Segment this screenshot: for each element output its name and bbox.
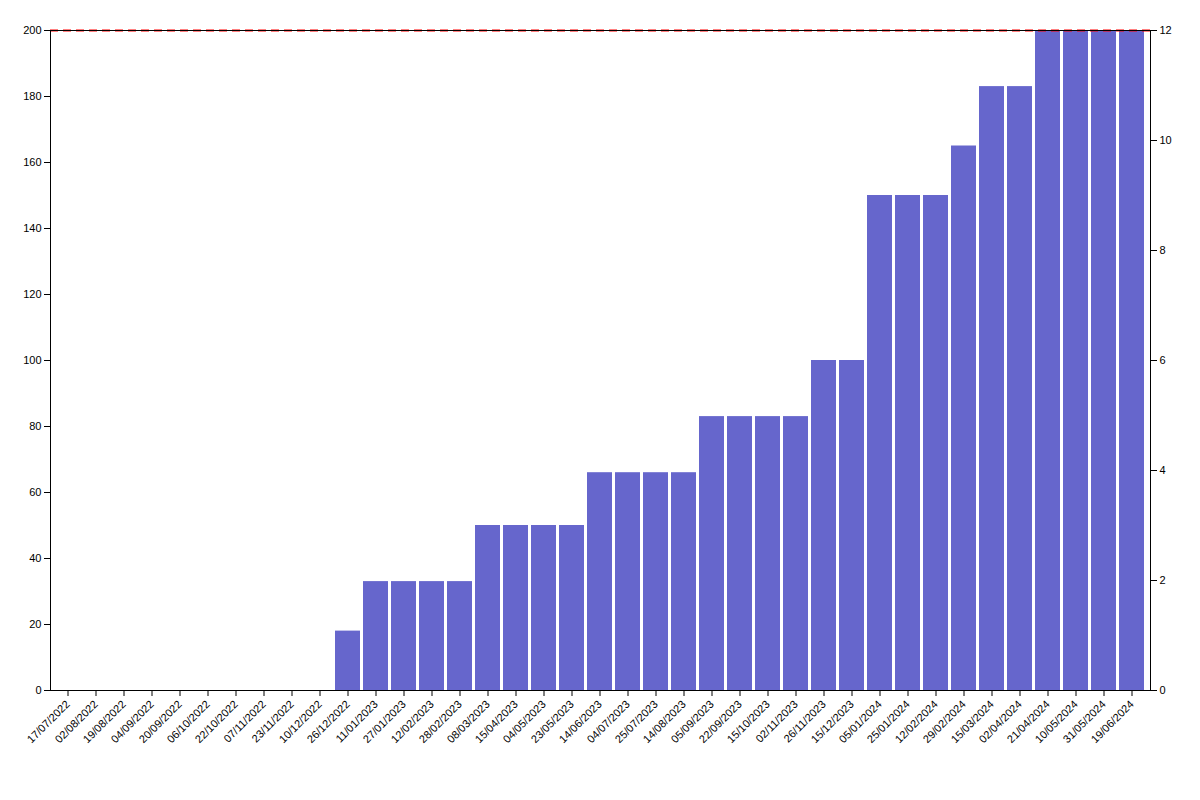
svg-text:29/02/2024: 29/02/2024 bbox=[920, 697, 968, 746]
svg-text:10: 10 bbox=[1160, 134, 1172, 146]
svg-text:15/04/2023: 15/04/2023 bbox=[472, 697, 520, 746]
svg-text:22/10/2022: 22/10/2022 bbox=[192, 697, 240, 746]
svg-text:12: 12 bbox=[1160, 24, 1172, 36]
svg-text:06/10/2022: 06/10/2022 bbox=[164, 697, 212, 746]
svg-text:20/09/2022: 20/09/2022 bbox=[136, 697, 184, 746]
svg-text:11/01/2023: 11/01/2023 bbox=[333, 697, 380, 745]
svg-text:10/12/2022: 10/12/2022 bbox=[276, 697, 324, 746]
svg-text:02/11/2023: 02/11/2023 bbox=[753, 697, 800, 745]
svg-text:25/01/2024: 25/01/2024 bbox=[864, 697, 912, 746]
svg-text:26/12/2022: 26/12/2022 bbox=[304, 697, 352, 746]
svg-text:100: 100 bbox=[23, 354, 41, 366]
svg-text:6: 6 bbox=[1160, 354, 1166, 366]
svg-text:02/08/2022: 02/08/2022 bbox=[52, 697, 100, 746]
svg-text:17/07/2022: 17/07/2022 bbox=[24, 697, 72, 746]
svg-text:05/09/2023: 05/09/2023 bbox=[668, 697, 716, 746]
svg-text:140: 140 bbox=[23, 222, 41, 234]
svg-text:23/05/2023: 23/05/2023 bbox=[528, 697, 576, 746]
svg-text:23/11/2022: 23/11/2022 bbox=[249, 697, 296, 745]
svg-text:26/11/2023: 26/11/2023 bbox=[781, 697, 828, 745]
svg-text:19/08/2022: 19/08/2022 bbox=[80, 697, 128, 746]
svg-text:14/06/2023: 14/06/2023 bbox=[556, 697, 604, 746]
svg-text:15/10/2023: 15/10/2023 bbox=[724, 697, 772, 746]
svg-text:02/04/2024: 02/04/2024 bbox=[976, 697, 1024, 746]
svg-text:40: 40 bbox=[29, 552, 41, 564]
svg-text:21/04/2024: 21/04/2024 bbox=[1004, 697, 1052, 746]
svg-text:04/05/2023: 04/05/2023 bbox=[500, 697, 548, 746]
svg-text:31/05/2024: 31/05/2024 bbox=[1060, 697, 1108, 746]
svg-text:05/01/2024: 05/01/2024 bbox=[836, 697, 884, 746]
svg-text:15/12/2023: 15/12/2023 bbox=[808, 697, 856, 746]
svg-text:14/08/2023: 14/08/2023 bbox=[640, 697, 688, 746]
svg-text:22/09/2023: 22/09/2023 bbox=[696, 697, 744, 746]
svg-text:15/03/2024: 15/03/2024 bbox=[948, 697, 996, 746]
svg-text:25/07/2023: 25/07/2023 bbox=[612, 697, 660, 746]
svg-text:10/05/2024: 10/05/2024 bbox=[1032, 697, 1080, 746]
svg-text:180: 180 bbox=[23, 90, 41, 102]
svg-text:0: 0 bbox=[1160, 684, 1166, 696]
svg-text:07/11/2022: 07/11/2022 bbox=[221, 697, 268, 745]
svg-text:04/09/2022: 04/09/2022 bbox=[108, 697, 156, 746]
svg-text:20: 20 bbox=[29, 618, 41, 630]
svg-text:4: 4 bbox=[1160, 464, 1166, 476]
svg-text:08/03/2023: 08/03/2023 bbox=[444, 697, 492, 746]
svg-text:8: 8 bbox=[1160, 244, 1166, 256]
svg-text:0: 0 bbox=[35, 684, 41, 696]
svg-text:12/02/2024: 12/02/2024 bbox=[892, 697, 940, 746]
svg-text:200: 200 bbox=[23, 24, 41, 36]
svg-text:80: 80 bbox=[29, 420, 41, 432]
svg-text:2: 2 bbox=[1160, 574, 1166, 586]
svg-text:19/06/2024: 19/06/2024 bbox=[1088, 698, 1135, 745]
svg-text:27/01/2023: 27/01/2023 bbox=[360, 697, 408, 746]
svg-text:120: 120 bbox=[23, 288, 41, 300]
svg-text:12/02/2023: 12/02/2023 bbox=[388, 697, 436, 746]
svg-text:28/02/2023: 28/02/2023 bbox=[416, 697, 464, 746]
svg-text:160: 160 bbox=[23, 156, 41, 168]
svg-text:04/07/2023: 04/07/2023 bbox=[584, 697, 632, 746]
svg-text:60: 60 bbox=[29, 486, 41, 498]
